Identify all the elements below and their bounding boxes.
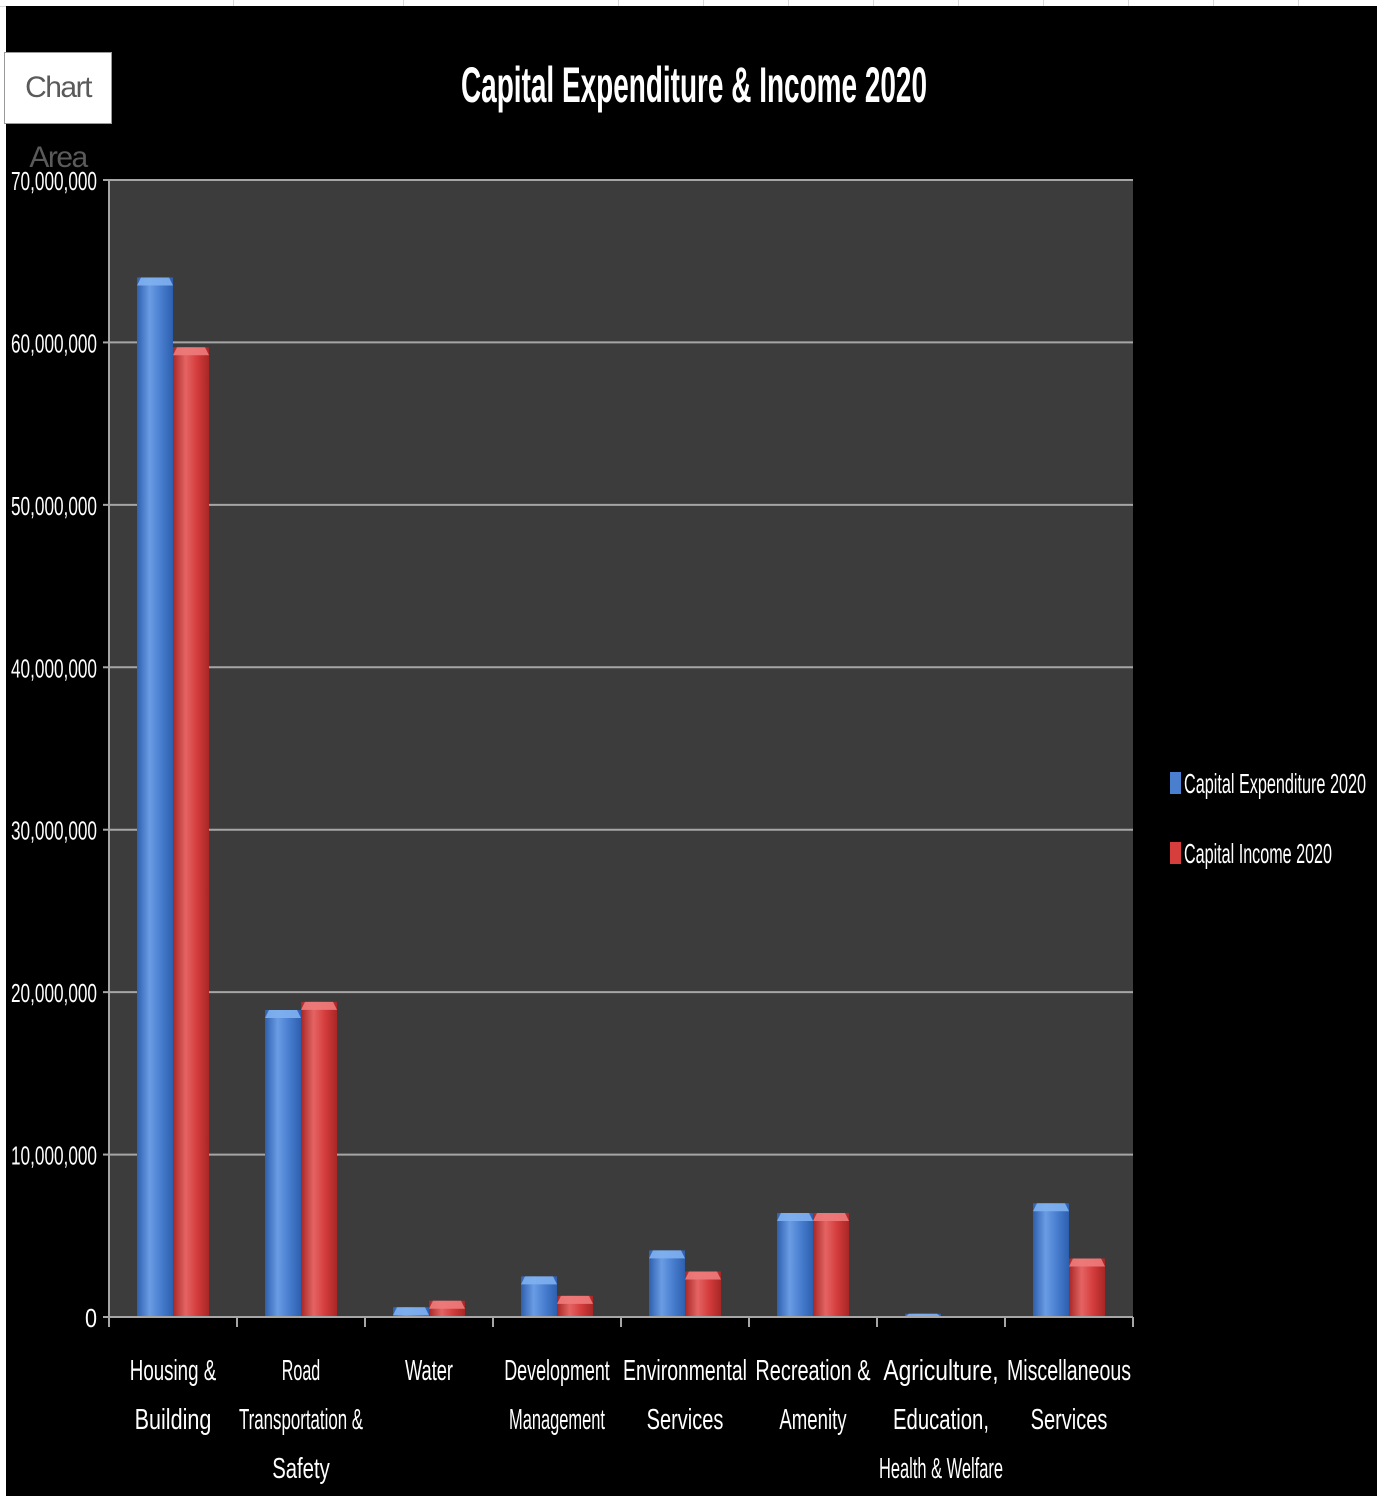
x-tick-label: Education, <box>893 1404 989 1436</box>
x-tick-label: Services <box>647 1404 724 1436</box>
legend-swatch <box>1170 842 1181 864</box>
y-tick-label: 20,000,000 <box>11 978 97 1008</box>
legend-label: Capital Expenditure 2020 <box>1184 768 1366 799</box>
x-tick-label: Agriculture, <box>883 1355 998 1387</box>
bar-cap <box>777 1213 813 1222</box>
spreadsheet-column-divider <box>873 0 874 6</box>
bar-cap <box>173 347 209 356</box>
axes <box>103 179 1134 1327</box>
bar-body <box>1033 1203 1069 1317</box>
legend-item[interactable]: Capital Expenditure 2020 <box>1170 768 1366 799</box>
bar <box>685 1271 721 1317</box>
x-tick-label: Building <box>135 1404 212 1436</box>
bar <box>265 1010 301 1317</box>
bar-body <box>813 1213 849 1317</box>
bar-cap <box>301 1001 337 1010</box>
bar <box>649 1250 685 1317</box>
bar-cap <box>685 1271 721 1280</box>
x-tick-label: Environmental <box>623 1355 747 1387</box>
y-tick-label: 50,000,000 <box>11 491 97 521</box>
bar <box>813 1213 849 1317</box>
legend[interactable]: Capital Expenditure 2020 Capital Income 2… <box>1170 768 1366 869</box>
bar-body <box>1069 1258 1105 1317</box>
bar <box>1069 1258 1105 1317</box>
x-tick-label: Development <box>504 1355 610 1387</box>
x-tick-label: Water <box>405 1355 453 1387</box>
bar <box>521 1276 557 1317</box>
bar-cap <box>393 1307 429 1316</box>
y-axis-tick-labels: 0 10,000,000 20,000,000 30,000,000 40,000,00… <box>11 166 97 1333</box>
x-tick-label: Transportation & <box>239 1404 363 1436</box>
bars <box>137 277 1105 1318</box>
bar-cap <box>1033 1203 1069 1212</box>
bar-cap <box>1069 1258 1105 1267</box>
legend-label: Capital Income 2020 <box>1184 838 1332 869</box>
x-tick-label: Housing & <box>130 1355 216 1387</box>
bar-body <box>265 1010 301 1317</box>
bar-cap <box>429 1300 465 1309</box>
bar-cap <box>813 1213 849 1222</box>
bar <box>777 1213 813 1317</box>
chart-title[interactable]: Capital Expenditure & Income 2020 <box>461 57 927 113</box>
spreadsheet-column-divider <box>958 0 959 6</box>
bar-body <box>173 347 209 1318</box>
spreadsheet-column-divider <box>233 0 234 6</box>
bar-cap <box>521 1276 557 1285</box>
bar <box>1033 1203 1069 1317</box>
bar-cap <box>137 277 173 286</box>
legend-swatch <box>1170 772 1181 794</box>
y-tick-label: 30,000,000 <box>11 816 97 846</box>
x-tick-label: Recreation & <box>755 1355 870 1387</box>
chart-area-tooltip: Chart Area <box>4 52 112 174</box>
bar-cap <box>265 1010 301 1019</box>
bar-body <box>777 1213 813 1317</box>
bar-cap <box>649 1250 685 1259</box>
x-tick-label: Miscellaneous <box>1007 1355 1131 1387</box>
bar-cap <box>557 1295 593 1304</box>
bar <box>173 347 209 1318</box>
legend-item[interactable]: Capital Income 2020 <box>1170 838 1332 869</box>
bar-body <box>301 1001 337 1317</box>
x-tick-label: Health & Welfare <box>879 1453 1003 1485</box>
bar <box>393 1307 429 1317</box>
spreadsheet-column-divider <box>1213 0 1214 6</box>
y-tick-label: 10,000,000 <box>11 1141 97 1171</box>
y-tick-label: 70,000,000 <box>11 166 97 196</box>
bar-body <box>649 1250 685 1317</box>
x-tick-label: Safety <box>272 1453 330 1485</box>
x-axis-tick-labels: Housing & Building Road Transportation & Saf… <box>130 1355 1131 1485</box>
gridlines <box>109 179 1133 1156</box>
bar-body <box>137 277 173 1317</box>
plot-area[interactable] <box>109 180 1133 1317</box>
spreadsheet-column-divider <box>788 0 789 6</box>
bar <box>137 277 173 1317</box>
y-tick-label: 0 <box>85 1303 97 1333</box>
x-tick-label: Management <box>509 1404 605 1436</box>
y-tick-label: 40,000,000 <box>11 653 97 683</box>
x-tick-label: Road <box>282 1355 320 1387</box>
spreadsheet-column-divider <box>403 0 404 6</box>
x-tick-label: Amenity <box>779 1404 847 1436</box>
spreadsheet-column-divider <box>1298 0 1299 6</box>
spreadsheet-column-divider <box>703 0 704 6</box>
spreadsheet-column-divider <box>1043 0 1044 6</box>
spreadsheet-column-divider <box>1128 0 1129 6</box>
bar <box>557 1295 593 1317</box>
bar <box>301 1001 337 1317</box>
x-tick-label: Services <box>1031 1404 1108 1436</box>
y-tick-label: 60,000,000 <box>11 328 97 358</box>
spreadsheet-column-divider <box>618 0 619 6</box>
bar <box>429 1300 465 1317</box>
